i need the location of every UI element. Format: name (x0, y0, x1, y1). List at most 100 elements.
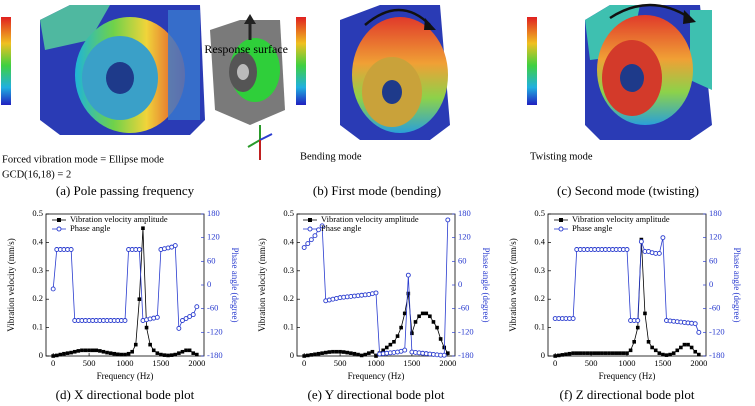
marker (334, 349, 339, 354)
y2-tick-label: 180 (709, 208, 722, 218)
marker (50, 286, 56, 292)
x-tick-label: 1500 (403, 358, 420, 368)
marker (564, 352, 568, 357)
marker (94, 348, 99, 353)
mode-label: Bending mode (300, 151, 362, 162)
mode-label: Twisting mode (530, 151, 593, 162)
marker (169, 353, 174, 357)
marker (395, 334, 400, 338)
y2-tick-label: 120 (207, 232, 220, 242)
marker (126, 351, 131, 356)
y-tick-label: 0.1 (283, 322, 294, 332)
fem-image-c (527, 3, 712, 140)
y-tick-label: 0.3 (283, 265, 294, 275)
marker (589, 351, 593, 355)
marker (384, 345, 389, 350)
marker (697, 352, 701, 357)
marker (301, 245, 307, 250)
marker (305, 241, 311, 247)
marker (151, 348, 156, 353)
marker (600, 351, 604, 355)
y2-tick-label: -180 (709, 350, 725, 360)
marker (632, 340, 636, 344)
marker (141, 226, 145, 230)
y-tick-label: 0.2 (534, 293, 545, 303)
marker (624, 247, 630, 252)
marker (331, 349, 335, 354)
marker (635, 318, 641, 323)
marker (184, 348, 188, 353)
y-tick-label: 0.3 (32, 265, 43, 275)
legend-marker (307, 226, 313, 232)
marker (646, 340, 651, 344)
marker (137, 297, 142, 301)
marker (122, 318, 128, 323)
marker (445, 217, 451, 223)
marker (413, 320, 418, 324)
legend-label: Vibration velocity amplitude (572, 214, 670, 224)
marker (356, 352, 360, 357)
marker (388, 342, 393, 347)
x-tick-label: 1500 (152, 358, 169, 368)
marker (313, 352, 317, 357)
marker (582, 351, 586, 355)
marker (661, 352, 665, 357)
marker (689, 345, 694, 350)
marker (671, 351, 676, 355)
marker (682, 342, 687, 347)
marker (610, 351, 615, 355)
y-tick-label: 0.1 (32, 322, 43, 332)
marker (596, 351, 601, 355)
marker (327, 350, 332, 354)
marker (312, 233, 318, 239)
marker (618, 351, 622, 355)
marker (316, 227, 321, 233)
marker (660, 235, 666, 241)
marker (643, 311, 647, 316)
x-tick-label: 1500 (654, 358, 671, 368)
x-tick-label: 500 (83, 358, 96, 368)
y2-tick-label: 180 (207, 208, 220, 218)
marker (603, 351, 608, 355)
marker (309, 353, 314, 357)
marker (441, 352, 447, 358)
x-tick-label: 1000 (368, 358, 385, 368)
marker (180, 349, 185, 354)
caption: (d) X directional bode plot (56, 387, 195, 402)
marker (370, 349, 375, 354)
y2-tick-label: 60 (207, 255, 216, 265)
marker (172, 243, 178, 249)
fem-image-b (210, 5, 450, 160)
marker (173, 352, 178, 357)
marker (367, 351, 371, 355)
marker (105, 350, 109, 355)
marker (98, 349, 102, 353)
y-tick-label: 0.5 (32, 208, 43, 218)
x-tick-label: 500 (585, 358, 598, 368)
marker (686, 342, 690, 347)
caption: (b) First mode (bending) (313, 183, 441, 198)
y-tick-label: 0.2 (32, 293, 43, 303)
marker (51, 354, 55, 358)
marker (417, 314, 421, 319)
marker (352, 351, 357, 356)
y-tick-label: 0.5 (534, 208, 545, 218)
caption: (f) Z directional bode plot (559, 387, 694, 402)
series-line (303, 219, 449, 356)
marker (359, 353, 364, 358)
y2-tick-label: -60 (709, 303, 720, 313)
marker (144, 325, 149, 330)
marker (349, 351, 353, 355)
marker (374, 354, 378, 358)
marker (112, 351, 117, 356)
x-tick-label: 500 (334, 358, 347, 368)
y-tick-label: 0.4 (534, 236, 545, 246)
legend-marker (57, 218, 61, 222)
y-tick-label: 0 (290, 350, 294, 360)
y-tick-label: 0.3 (534, 265, 545, 275)
marker (166, 353, 170, 358)
marker (108, 351, 113, 355)
marker (190, 312, 196, 318)
y2-tick-label: 0 (207, 279, 211, 289)
y-tick-label: 0 (39, 350, 43, 360)
